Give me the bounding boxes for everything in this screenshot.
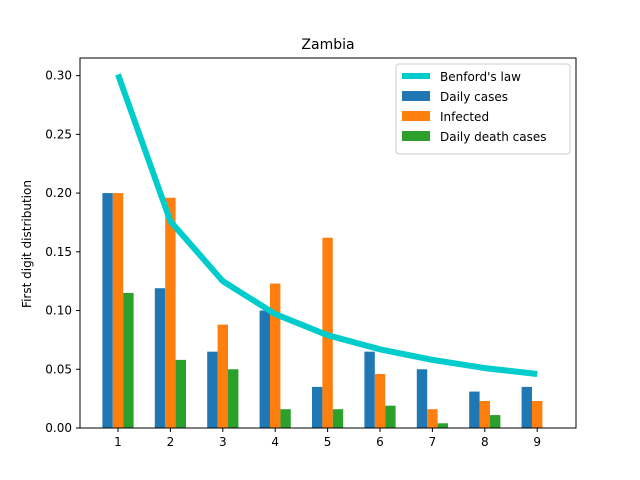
bar-daily-death-cases-7 <box>437 423 448 428</box>
bar-infected-3 <box>217 324 228 428</box>
bar-daily-cases-7 <box>416 369 428 428</box>
bar-daily-cases-4 <box>259 310 270 428</box>
axes-group: 1 2 3 4 5 6 7 8 9 0.00 0.05 0.10 0.15 0.20 0.25 0.30 <box>45 69 541 449</box>
benford-line <box>115 73 538 377</box>
x-tick-label: 3 <box>219 435 227 449</box>
bars-group <box>102 193 543 428</box>
bar-daily-death-cases-1 <box>123 292 134 428</box>
y-tick-label: 0.15 <box>45 245 72 259</box>
bar-daily-cases-3 <box>207 351 218 428</box>
bar-daily-cases-5 <box>312 386 323 428</box>
bar-daily-cases-1 <box>102 193 113 428</box>
legend-swatch <box>402 91 430 101</box>
y-tick-label: 0.25 <box>45 127 72 141</box>
y-axis-label: First digit distribution <box>20 180 34 308</box>
bar-daily-cases-6 <box>364 351 375 428</box>
legend-label: Benford's law <box>440 70 521 84</box>
bar-infected-7 <box>427 409 438 428</box>
legend-label: Infected <box>440 110 489 124</box>
bar-daily-cases-2 <box>154 288 166 428</box>
legend-label: Daily death cases <box>440 130 547 144</box>
legend: Benford's law Daily cases Infected Daily de… <box>395 63 571 155</box>
bar-daily-death-cases-4 <box>280 409 291 428</box>
bar-daily-death-cases-3 <box>228 369 239 428</box>
bar-infected-6 <box>374 373 386 428</box>
chart-title: Zambia <box>301 37 354 53</box>
bar-daily-cases-8 <box>469 391 480 428</box>
legend-swatch <box>402 131 430 141</box>
benford-line-group <box>115 73 538 377</box>
x-tick-label: 6 <box>376 435 384 449</box>
y-tick-label: 0.20 <box>45 186 72 200</box>
x-tick-label: 8 <box>481 435 489 449</box>
bar-daily-death-cases-6 <box>385 405 396 428</box>
bar-daily-death-cases-8 <box>490 415 501 428</box>
x-tick-label: 4 <box>271 435 279 449</box>
x-tick-label: 7 <box>429 435 437 449</box>
y-tick-label: 0.30 <box>45 69 72 83</box>
x-tick-label: 2 <box>167 435 175 449</box>
x-tick-label: 9 <box>533 435 541 449</box>
bar-infected-1 <box>112 193 124 428</box>
x-tick-label: 5 <box>324 435 332 449</box>
x-tick-label: 1 <box>114 435 122 449</box>
bar-infected-9 <box>532 400 543 428</box>
bar-daily-cases-9 <box>521 386 532 428</box>
legend-swatch <box>402 111 430 121</box>
bar-infected-8 <box>479 400 490 428</box>
y-tick-label: 0.00 <box>45 421 72 435</box>
legend-box <box>395 63 571 155</box>
bar-infected-2 <box>165 197 176 428</box>
y-tick-label: 0.10 <box>45 304 72 318</box>
bar-infected-4 <box>270 283 281 428</box>
bar-daily-death-cases-5 <box>332 409 344 428</box>
legend-label: Daily cases <box>440 90 508 104</box>
bar-daily-death-cases-2 <box>175 359 186 428</box>
y-tick-label: 0.05 <box>45 362 72 376</box>
